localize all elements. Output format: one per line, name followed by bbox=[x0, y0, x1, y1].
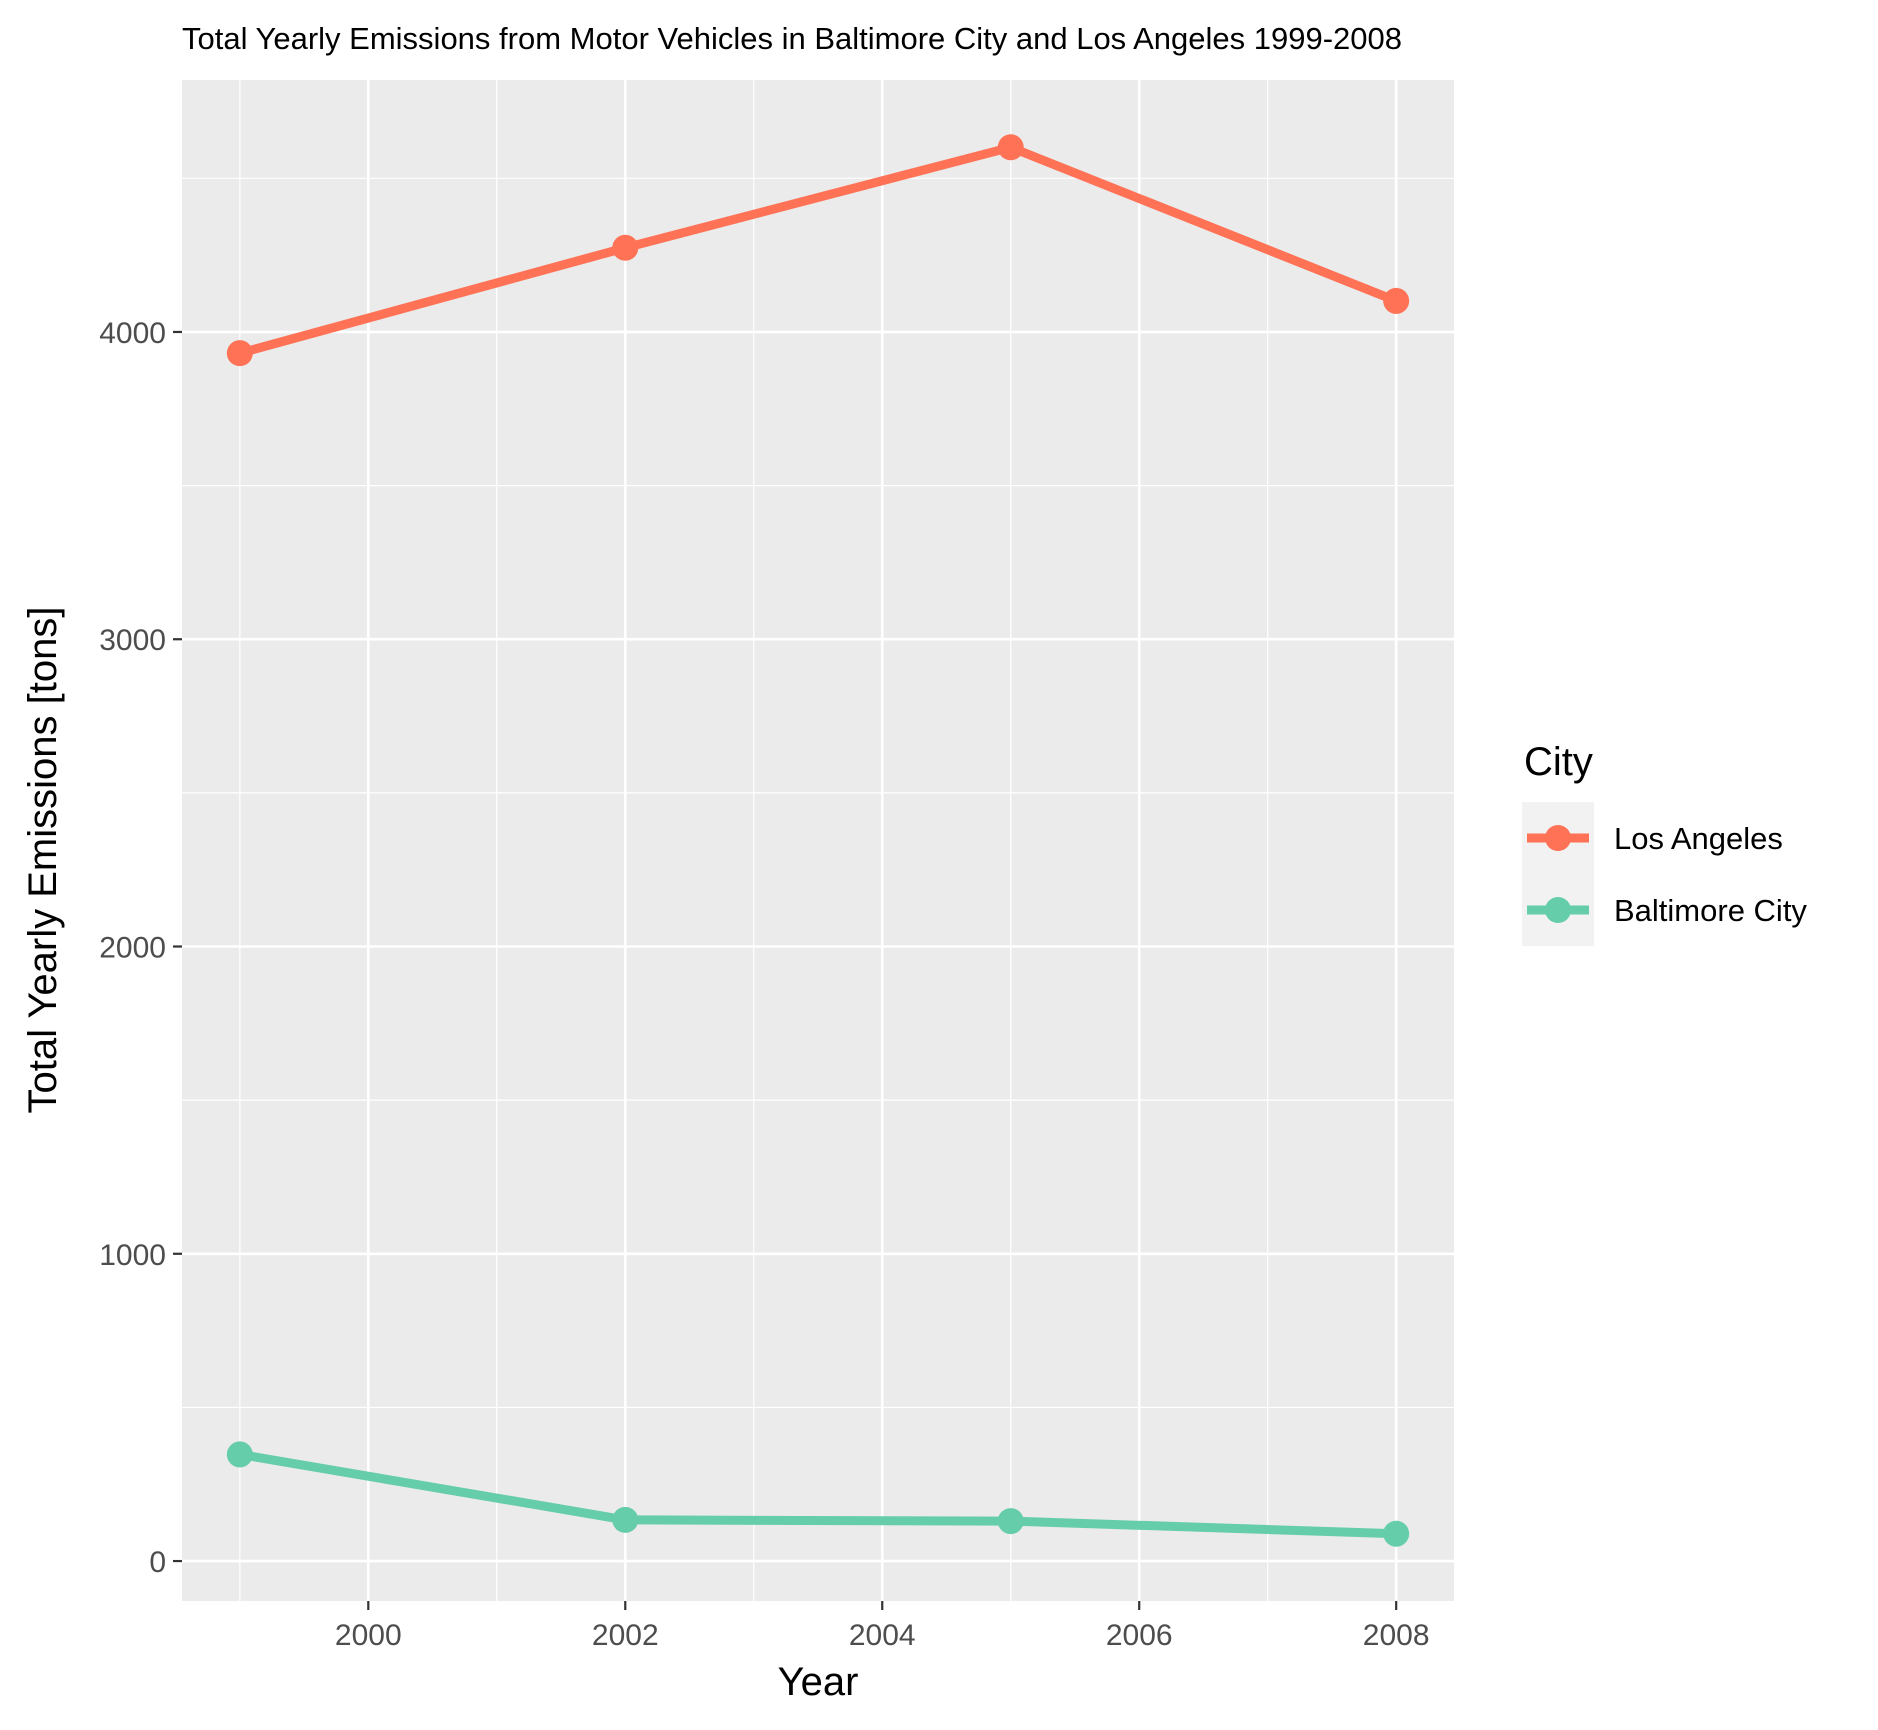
legend: City Los Angeles Baltimore City bbox=[1522, 740, 1807, 946]
data-point-baltimore-city bbox=[226, 1441, 253, 1468]
data-point-los-angeles bbox=[997, 134, 1024, 161]
legend-title: City bbox=[1524, 740, 1593, 784]
data-point-baltimore-city bbox=[997, 1508, 1024, 1535]
y-tick-label: 1000 bbox=[99, 1239, 166, 1272]
x-tick-label: 2004 bbox=[849, 1619, 916, 1652]
legend-key-point-los-angeles bbox=[1545, 825, 1571, 851]
x-axis-title: Year bbox=[778, 1660, 859, 1704]
data-point-baltimore-city bbox=[612, 1506, 639, 1533]
legend-key-point-baltimore-city bbox=[1545, 897, 1571, 923]
y-axis-title: Total Yearly Emissions [tons] bbox=[21, 607, 65, 1114]
x-tick-label: 2006 bbox=[1106, 1619, 1173, 1652]
panel-background bbox=[182, 80, 1454, 1601]
series-line-baltimore-city bbox=[239, 1449, 1397, 1539]
series-los-angeles bbox=[226, 134, 1410, 367]
x-tick-label: 2008 bbox=[1363, 1619, 1430, 1652]
data-point-los-angeles bbox=[226, 340, 253, 367]
data-point-baltimore-city bbox=[1383, 1520, 1410, 1547]
x-tick-label: 2000 bbox=[335, 1619, 402, 1652]
series-line-los-angeles bbox=[238, 142, 1398, 358]
y-tick-label: 4000 bbox=[99, 317, 166, 350]
y-tick-label: 2000 bbox=[99, 932, 166, 965]
y-tick-label: 3000 bbox=[99, 624, 166, 657]
series-baltimore-city bbox=[226, 1441, 1410, 1547]
chart-title: Total Yearly Emissions from Motor Vehicl… bbox=[182, 21, 1402, 56]
data-point-los-angeles bbox=[1383, 287, 1410, 314]
y-tick-label: 0 bbox=[149, 1546, 166, 1579]
x-tick-label: 2002 bbox=[592, 1619, 659, 1652]
legend-label: Los Angeles bbox=[1614, 821, 1783, 856]
data-point-los-angeles bbox=[612, 234, 639, 261]
y-axis-ticks: 0 1000 2000 3000 4000 bbox=[99, 317, 182, 1579]
legend-key-background bbox=[1522, 802, 1594, 946]
legend-label: Baltimore City bbox=[1614, 893, 1807, 928]
plot-panel bbox=[182, 80, 1454, 1601]
x-axis-ticks: 2000 2002 2004 2006 2008 bbox=[335, 1601, 1430, 1652]
